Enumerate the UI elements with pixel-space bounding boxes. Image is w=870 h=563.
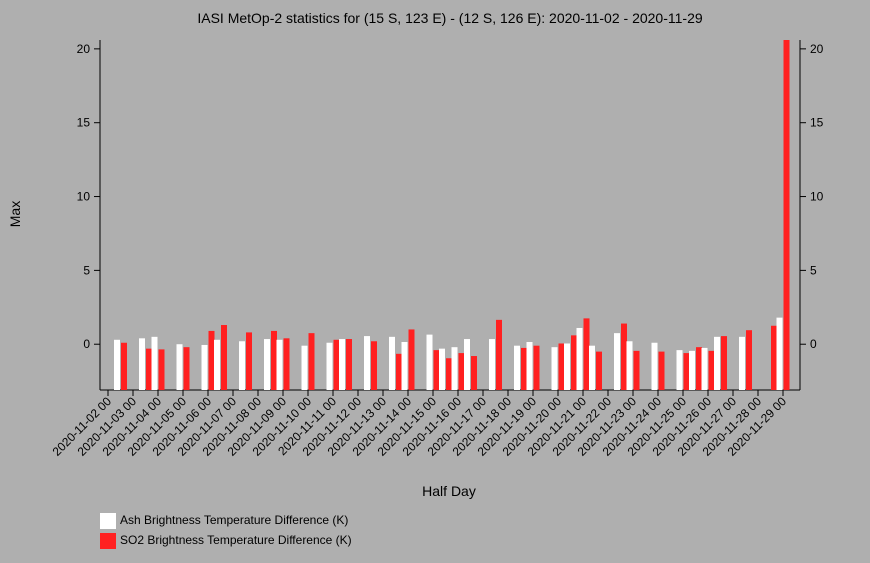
- y-tick-label: 0: [83, 337, 90, 351]
- bar: [439, 348, 445, 390]
- bar: [339, 339, 345, 390]
- bar: [283, 338, 290, 390]
- bar: [708, 350, 715, 390]
- bar: [114, 339, 120, 390]
- bar: [308, 333, 315, 390]
- bar: [371, 341, 377, 390]
- bar: [576, 327, 583, 390]
- bar: [489, 339, 495, 390]
- bar: [183, 347, 190, 390]
- chart-title: IASI MetOp-2 statistics for (15 S, 123 E…: [197, 10, 702, 26]
- bar: [746, 330, 752, 390]
- bar: [783, 40, 790, 390]
- bar: [714, 336, 720, 390]
- bar: [696, 347, 702, 390]
- bar: [201, 344, 208, 390]
- bar: [271, 330, 277, 390]
- y-tick-label: 20: [810, 42, 824, 56]
- bar: [301, 345, 308, 390]
- legend-swatch: [100, 513, 116, 529]
- bar: [451, 347, 458, 390]
- bar: [364, 336, 370, 390]
- bar: [514, 345, 520, 390]
- bar: [346, 339, 352, 390]
- bar: [776, 317, 783, 390]
- bar: [496, 319, 502, 390]
- bar: [446, 358, 452, 390]
- legend-swatch: [100, 533, 116, 549]
- bar: [408, 329, 415, 390]
- bar: [533, 345, 540, 390]
- bar: [146, 348, 152, 390]
- bar: [739, 336, 745, 390]
- bar: [626, 341, 633, 390]
- bar: [239, 341, 245, 390]
- y-tick-label: 0: [810, 337, 817, 351]
- bar: [526, 342, 533, 390]
- bar: [458, 353, 465, 390]
- bar: [396, 353, 402, 390]
- bar: [221, 325, 227, 390]
- bar: [651, 342, 658, 390]
- bar: [471, 356, 477, 390]
- bar: [689, 350, 695, 390]
- bar: [158, 349, 165, 390]
- y-tick-label: 5: [810, 263, 817, 277]
- bar: [264, 339, 270, 390]
- legend-label: SO2 Brightness Temperature Difference (K…: [120, 533, 352, 547]
- bar: [389, 336, 395, 390]
- bar: [633, 350, 640, 390]
- bar: [139, 338, 145, 390]
- bar: [426, 334, 433, 390]
- bar: [564, 343, 570, 390]
- bar: [571, 335, 577, 390]
- bar: [583, 318, 590, 390]
- bar: [614, 333, 620, 390]
- bar: [683, 353, 690, 390]
- bar: [151, 336, 158, 390]
- bar: [214, 339, 220, 390]
- legend-label: Ash Brightness Temperature Difference (K…: [120, 513, 348, 527]
- y-tick-label: 20: [77, 42, 91, 56]
- bar: [246, 332, 252, 390]
- bar: [551, 347, 558, 390]
- bar: [176, 344, 183, 390]
- y-tick-label: 5: [83, 263, 90, 277]
- bar: [464, 339, 470, 390]
- bar: [276, 339, 283, 390]
- y-tick-label: 10: [77, 190, 91, 204]
- bar: [701, 347, 708, 390]
- bar: [596, 351, 602, 390]
- bar: [433, 350, 440, 390]
- bar: [401, 342, 408, 390]
- bar: [771, 325, 777, 390]
- bar: [333, 339, 340, 390]
- bar: [658, 351, 665, 390]
- bar: [621, 323, 627, 390]
- y-axis-label: Max: [7, 201, 23, 227]
- y-tick-label: 15: [77, 116, 91, 130]
- y-tick-label: 10: [810, 190, 824, 204]
- bar: [676, 350, 683, 390]
- bar: [208, 330, 215, 390]
- bar: [121, 342, 127, 390]
- y-tick-label: 15: [810, 116, 824, 130]
- bar: [721, 336, 727, 390]
- bar: [521, 347, 527, 390]
- x-axis-label: Half Day: [422, 483, 476, 499]
- bar: [589, 345, 595, 390]
- bar: [326, 342, 333, 390]
- bar: [558, 343, 565, 390]
